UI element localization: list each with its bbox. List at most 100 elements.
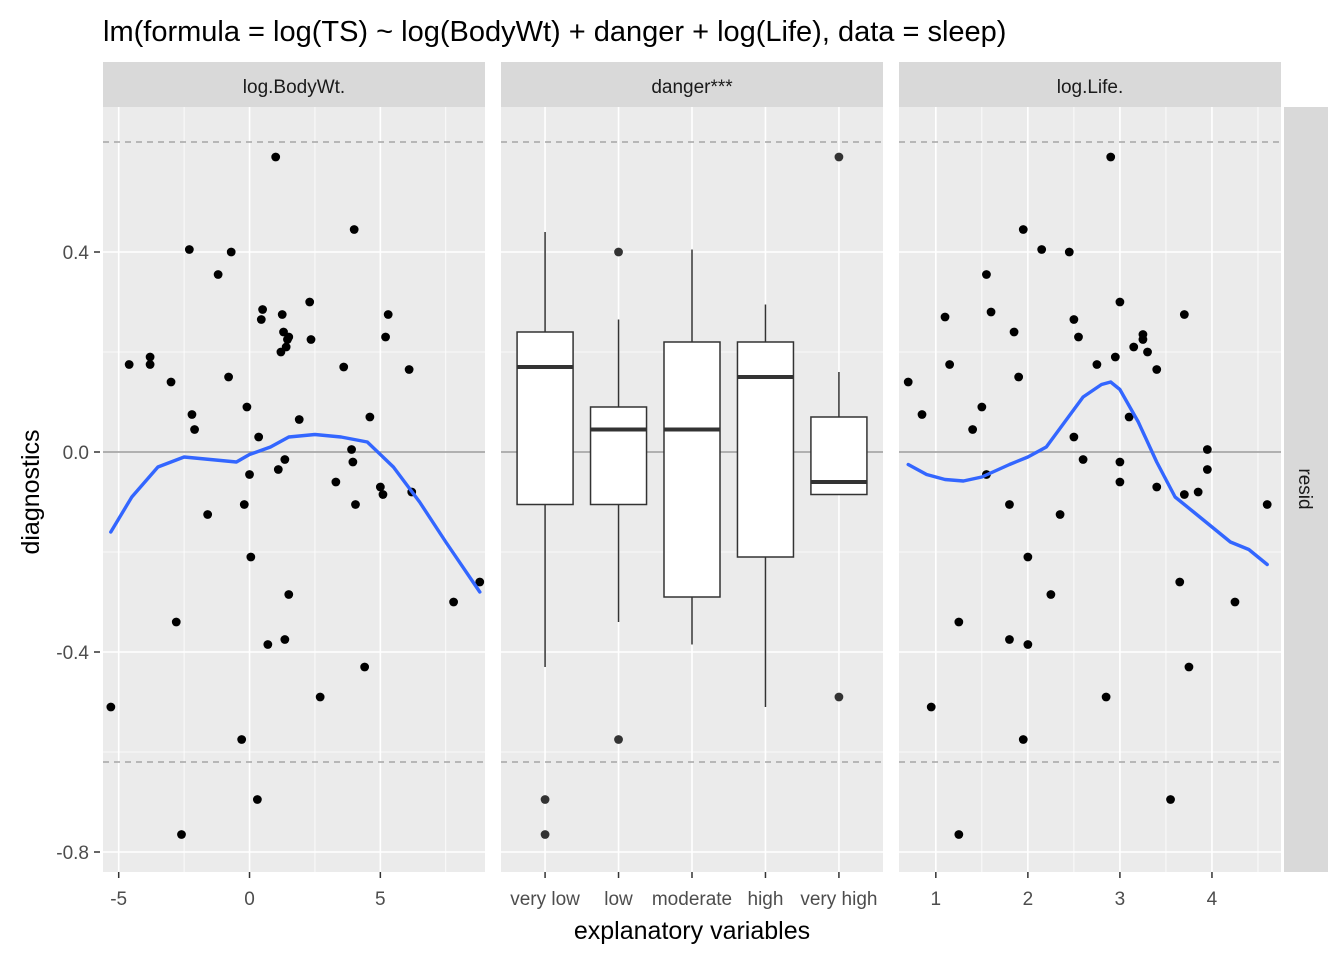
data-point [187,410,197,419]
y-tick-label: -0.8 [56,843,89,864]
data-point [184,245,194,254]
row-strip: resid [1284,107,1328,872]
data-point [1166,795,1175,804]
y-axis-title: diagnostics [17,429,45,554]
data-point [903,377,913,387]
data-point [1184,662,1194,672]
outlier-point [834,152,844,162]
data-point [375,482,385,492]
row-strip-background [1284,107,1328,872]
data-point [1138,330,1148,339]
panel-1: log.BodyWt. -5 0 5 [103,62,485,910]
chart-title: lm(formula = log(TS) ~ log(BodyWt) + dan… [103,16,1006,48]
panel-background [899,107,1281,872]
data-point [348,457,358,467]
x-tick-label: 2 [1023,889,1034,910]
data-point [252,795,262,804]
data-point [239,500,249,509]
data-point [945,360,955,369]
data-point [1202,465,1212,474]
row-strip-label: resid [1294,468,1315,509]
data-point [1175,577,1185,587]
data-point [347,445,356,454]
data-point [256,315,266,324]
panel-strip [103,62,485,107]
data-point [940,312,950,322]
data-point [258,305,268,314]
data-point [1115,477,1125,487]
data-point [1037,245,1047,254]
smooth-line [906,380,1269,567]
data-point [1078,455,1088,464]
outlier-point [614,735,623,744]
x-tick-label: moderate [652,889,732,910]
x-tick-label: low [604,889,633,910]
data-point [242,402,252,412]
panels-layer: -0.8 -0.4 0.0 0.4 log.BodyWt. -5 0 5 danger*** ve… [56,62,1281,910]
data-point [982,270,991,279]
data-point [245,470,254,479]
data-point [166,377,176,387]
data-point [254,432,264,442]
box [736,341,795,558]
data-point [224,372,233,382]
panel-strip-label: log.Life. [1057,77,1124,98]
data-point [1014,372,1024,382]
x-tick-label: high [748,889,784,910]
data-point [475,577,485,587]
data-point [145,352,155,362]
data-point [1074,332,1083,342]
panel-2: danger*** very low low moderate high very hig… [501,62,883,910]
panel-3: log.Life. 1 2 3 4 [899,62,1281,910]
data-point [954,617,964,627]
data-point [381,332,390,342]
data-point [203,510,213,519]
data-point [226,247,236,257]
boxplot-very-low [516,232,574,839]
data-point [1018,225,1028,234]
y-tick-label: 0.4 [63,243,90,264]
data-point [271,152,281,162]
x-tick-label: -5 [110,889,127,910]
data-point [124,360,134,369]
x-tick-label: 5 [375,889,386,910]
data-point [449,597,459,607]
data-point [1152,365,1162,374]
data-point [1069,432,1079,442]
smooth-line [109,432,482,594]
data-point [1106,152,1116,162]
data-point [280,635,290,644]
data-point [171,617,181,627]
data-point [1046,590,1056,599]
data-point [917,410,927,419]
data-point [305,297,315,307]
boxplot-low [589,247,648,744]
y-tick-label: 0.0 [63,443,89,464]
data-point [986,307,996,317]
outlier-point [834,692,844,702]
box [589,406,648,506]
data-point [339,362,349,372]
boxplot-high [736,304,795,707]
data-point [284,332,294,342]
data-point [284,590,294,599]
data-point [1124,412,1134,422]
data-point [1115,457,1125,467]
data-point [926,702,936,712]
data-point [1115,297,1125,307]
panel-background [103,107,485,872]
data-point [1009,327,1019,337]
data-point [1023,552,1033,562]
data-point [1023,640,1033,649]
data-point [1152,482,1162,492]
data-point [1202,445,1212,454]
panel-strip [501,62,883,107]
panel-strip [899,62,1281,107]
data-point [1101,692,1111,702]
data-point [177,830,186,839]
boxplot-very-high [810,152,868,702]
data-point [294,415,304,424]
data-point [246,552,256,562]
data-point [315,692,325,702]
